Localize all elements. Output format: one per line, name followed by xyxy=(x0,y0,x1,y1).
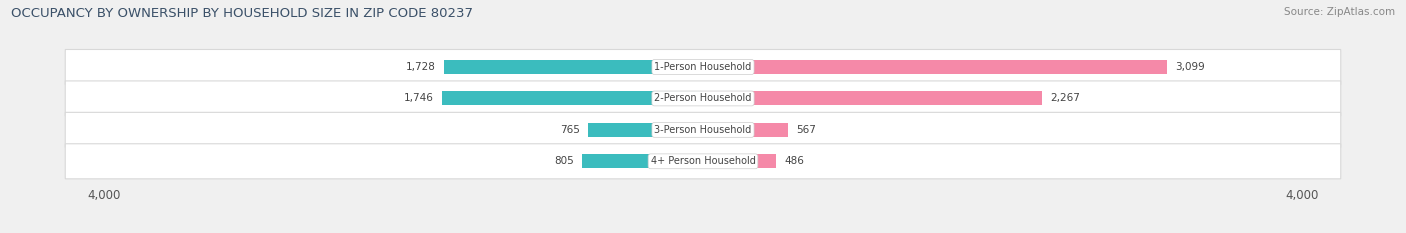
FancyBboxPatch shape xyxy=(65,49,1341,85)
Text: 486: 486 xyxy=(785,156,804,166)
Bar xyxy=(703,91,1042,106)
Text: Source: ZipAtlas.com: Source: ZipAtlas.com xyxy=(1284,7,1395,17)
Text: 3-Person Household: 3-Person Household xyxy=(654,125,752,135)
FancyBboxPatch shape xyxy=(65,112,1341,147)
Text: 1,746: 1,746 xyxy=(404,93,433,103)
Bar xyxy=(441,91,703,106)
FancyBboxPatch shape xyxy=(65,144,1341,179)
Text: 4+ Person Household: 4+ Person Household xyxy=(651,156,755,166)
Bar xyxy=(444,60,703,74)
Bar xyxy=(703,154,776,168)
Bar xyxy=(589,123,703,137)
Text: 805: 805 xyxy=(554,156,574,166)
Text: 2,267: 2,267 xyxy=(1050,93,1080,103)
Text: 567: 567 xyxy=(796,125,815,135)
Text: 765: 765 xyxy=(561,125,581,135)
Bar xyxy=(582,154,703,168)
Bar xyxy=(703,60,1167,74)
Text: 1-Person Household: 1-Person Household xyxy=(654,62,752,72)
Text: 2-Person Household: 2-Person Household xyxy=(654,93,752,103)
Text: 1,728: 1,728 xyxy=(406,62,436,72)
Text: 3,099: 3,099 xyxy=(1175,62,1205,72)
Bar xyxy=(703,123,787,137)
Text: OCCUPANCY BY OWNERSHIP BY HOUSEHOLD SIZE IN ZIP CODE 80237: OCCUPANCY BY OWNERSHIP BY HOUSEHOLD SIZE… xyxy=(11,7,474,20)
FancyBboxPatch shape xyxy=(65,81,1341,116)
